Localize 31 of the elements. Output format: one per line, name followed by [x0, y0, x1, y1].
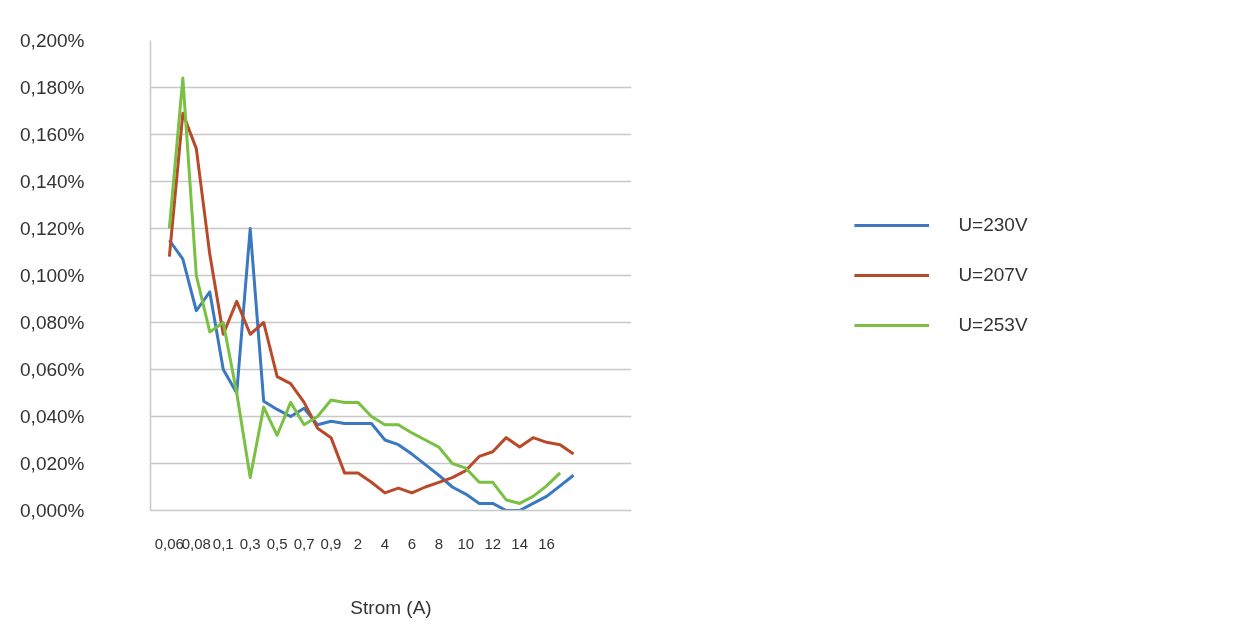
x-tick-label: 0,9 [320, 534, 342, 552]
legend-label: U=207V [958, 264, 1028, 286]
x-tick-label: 0,7 [293, 534, 315, 552]
x-tick-label: 16 [538, 534, 555, 552]
y-tick-label: 0,020% [20, 453, 85, 474]
x-tick-label: 6 [407, 534, 417, 552]
x-tick-label: 12 [484, 534, 502, 552]
x-axis-title: Strom (A) [350, 596, 432, 618]
y-tick-label: 0,100% [20, 265, 85, 286]
y-tick-label: 0,080% [20, 312, 85, 333]
legend-label: U=253V [958, 314, 1028, 336]
x-tick-label: 2 [353, 534, 363, 552]
line-series [167, 227, 576, 511]
x-tick-label: 0,3 [239, 534, 261, 552]
y-tick-label: 0,000% [20, 500, 85, 521]
x-tick-label: 0,5 [266, 534, 288, 552]
x-tick-label: 10 [457, 534, 475, 552]
x-tick-label: 8 [434, 534, 443, 552]
y-tick-label: 0,200% [20, 30, 85, 51]
legend-label: U=230V [958, 214, 1028, 236]
x-tick-label: 14 [511, 534, 529, 552]
x-tick-label: 0,06 [154, 534, 184, 552]
y-tick-label: 0,140% [20, 171, 85, 192]
y-tick-label: 0,040% [20, 406, 85, 427]
y-tick-label: 0,120% [20, 218, 85, 239]
x-tick-label: 0,08 [181, 534, 211, 552]
x-tick-label: 0,1 [212, 534, 234, 552]
y-tick-label: 0,060% [20, 359, 85, 380]
y-tick-label: 0,160% [20, 124, 85, 145]
y-tick-label: 0,180% [20, 77, 85, 98]
x-tick-label: 4 [380, 534, 390, 552]
